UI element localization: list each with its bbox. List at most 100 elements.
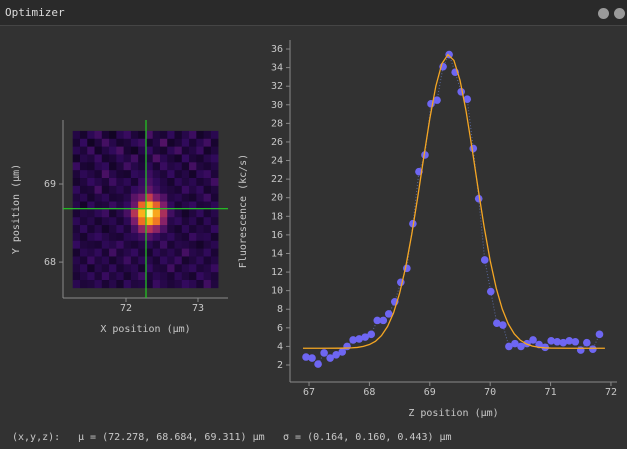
heatmap-cell <box>167 154 175 163</box>
heatmap-cell <box>203 162 212 171</box>
heatmap-cell <box>167 146 175 155</box>
heatmap-cell <box>72 154 81 163</box>
heatmap-cell <box>174 154 183 163</box>
heatmap-cell <box>196 130 204 140</box>
close-button[interactable] <box>614 8 625 19</box>
heatmap-cell <box>189 280 197 289</box>
heatmap-cell <box>145 248 153 257</box>
data-point <box>547 337 555 345</box>
heatmap-cell <box>116 130 124 140</box>
heatmap-cell <box>145 272 153 281</box>
heatmap-cell <box>159 256 168 265</box>
heatmap-cell <box>138 170 146 179</box>
heatmap-cell <box>189 154 197 163</box>
heatmap-cell <box>72 146 81 155</box>
heatmap-cell <box>210 209 219 218</box>
data-point <box>529 336 537 344</box>
data-point <box>361 333 369 341</box>
heatmap-cell <box>167 217 175 226</box>
data-point <box>314 360 322 368</box>
heatmap-cell <box>123 201 132 210</box>
heatmap-cell <box>203 232 212 242</box>
heatmap-cell <box>159 154 168 163</box>
heatmap-cell <box>116 154 124 163</box>
heatmap-cell <box>152 130 161 140</box>
y-tick-label: 14 <box>271 248 283 259</box>
data-point <box>583 338 591 347</box>
heatmap-cell <box>181 170 190 179</box>
heatmap-cell <box>116 217 124 226</box>
heatmap-cell <box>87 240 95 249</box>
heatmap-cell <box>130 178 139 187</box>
y-tick-label: 32 <box>271 81 283 92</box>
heatmap-cell <box>174 240 183 249</box>
heatmap-cell <box>116 138 124 147</box>
data-point <box>576 346 585 354</box>
y-tick-label: 20 <box>271 193 283 204</box>
heatmap-cell <box>123 248 132 257</box>
heatmap-cell <box>210 280 219 289</box>
data-point <box>433 96 441 104</box>
heatmap-cell <box>196 232 204 242</box>
heatmap-cell <box>174 209 183 218</box>
heatmap-cell <box>138 201 146 210</box>
heatmap-cell <box>145 162 153 171</box>
heatmap-cell <box>130 193 139 202</box>
heatmap-cell <box>138 154 146 163</box>
heatmap-cell <box>101 272 110 281</box>
heatmap-cell <box>109 240 117 249</box>
heatmap-cell <box>152 272 161 281</box>
heatmap-cell <box>138 162 146 171</box>
heatmap-cell <box>174 280 183 289</box>
heatmap-cell <box>138 232 146 242</box>
heatmap-cell <box>116 225 124 234</box>
heatmap-cell <box>145 146 153 155</box>
heatmap-cell <box>101 240 110 249</box>
heatmap-cell <box>189 240 197 249</box>
heatmap-cell <box>94 162 103 171</box>
heatmap-cell <box>167 256 175 265</box>
heatmap-cell <box>87 232 95 242</box>
heatmap-cell <box>87 178 95 187</box>
heatmap-cell <box>94 209 103 218</box>
heatmap-cell <box>109 154 117 163</box>
data-point <box>373 316 382 325</box>
y-tick-label: 4 <box>277 341 283 352</box>
heatmap-cell <box>196 154 204 163</box>
heatmap-cell <box>174 201 183 210</box>
heatmap-cell <box>167 272 175 281</box>
y-tick-label: 10 <box>271 286 283 297</box>
heatmap-cell <box>203 130 212 140</box>
heatmap-cell <box>101 185 110 194</box>
heatmap-cell <box>145 193 153 202</box>
heatmap-cell <box>116 185 124 194</box>
heatmap-cell <box>210 232 219 242</box>
heatmap-cell <box>181 264 190 273</box>
heatmap-cell <box>116 248 124 257</box>
heatmap-cell <box>101 217 110 226</box>
heatmap-cell <box>123 217 132 226</box>
x-tick-label: 67 <box>303 387 315 398</box>
window-title: Optimizer <box>5 6 65 19</box>
data-point <box>349 336 357 344</box>
heatmap-cell <box>159 232 168 242</box>
heatmap-cell <box>79 162 88 171</box>
heatmap-cell <box>94 232 103 242</box>
heatmap-cell <box>130 162 139 171</box>
float-button[interactable] <box>598 8 609 19</box>
heatmap-cell <box>138 178 146 187</box>
heatmap-cell <box>203 170 212 179</box>
data-point <box>493 319 501 327</box>
heatmap-cell <box>159 193 168 202</box>
heatmap-cell <box>196 185 204 194</box>
heatmap-cell <box>87 272 95 281</box>
heatmap-cell <box>138 248 146 257</box>
heatmap-cell <box>181 201 190 210</box>
heatmap-cell <box>152 264 161 273</box>
heatmap-cell <box>210 193 219 202</box>
heatmap-cell <box>174 130 183 140</box>
heatmap-cell <box>210 170 219 179</box>
data-point <box>486 287 495 296</box>
heatmap-cell <box>116 170 124 179</box>
heatmap-cell <box>138 130 146 140</box>
